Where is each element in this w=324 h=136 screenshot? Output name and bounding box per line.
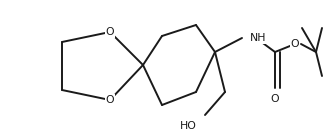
Text: HO: HO	[180, 121, 197, 131]
Text: O: O	[271, 94, 279, 104]
Text: NH: NH	[250, 33, 267, 43]
Text: O: O	[291, 39, 299, 49]
Text: O: O	[106, 95, 114, 105]
Text: O: O	[106, 27, 114, 37]
